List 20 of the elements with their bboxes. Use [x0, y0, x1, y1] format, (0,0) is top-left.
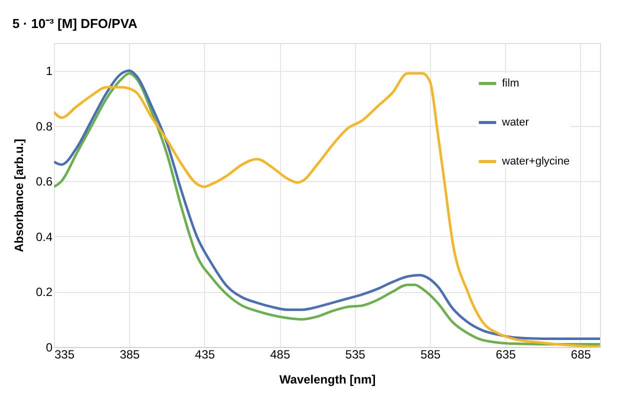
y-tick-label: 0.8 [36, 119, 53, 134]
x-tick-label: 385 [120, 348, 140, 362]
y-tick-label: 0.2 [36, 285, 53, 300]
y-tick-label: 0.6 [36, 174, 53, 189]
legend-label: film [502, 78, 520, 90]
chart-title: 5 · 10⁻³ [M] DFO/PVA [12, 16, 138, 31]
y-tick-label: 1 [46, 64, 53, 78]
y-tick-label: 0.4 [36, 230, 53, 244]
x-tick-label: 485 [270, 348, 290, 362]
x-tick-label: 585 [420, 348, 441, 362]
x-axis-title: Wavelength [nm] [279, 372, 376, 386]
legend-label: water [501, 116, 530, 128]
legend-label: water+glycine [501, 156, 570, 168]
x-tick-label: 335 [54, 348, 75, 362]
x-tick-label: 435 [194, 348, 216, 362]
x-tick-label: 685 [570, 348, 592, 362]
x-tick-label: 535 [345, 348, 366, 362]
y-tick-label: 0 [46, 340, 53, 354]
y-axis-title: Absorbance [arb.u.] [12, 138, 26, 252]
x-tick-label: 635 [496, 348, 516, 362]
